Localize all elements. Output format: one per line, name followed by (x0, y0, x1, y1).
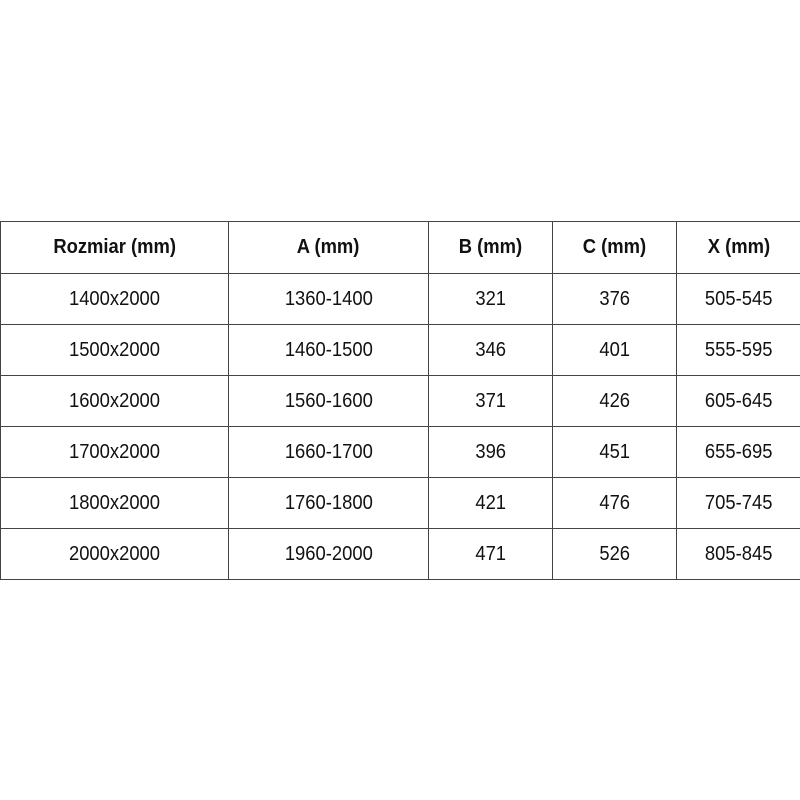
cell-value: 1400x2000 (68, 287, 161, 310)
cell-c: 451 (552, 426, 677, 478)
column-header-label: A (mm) (297, 236, 360, 258)
cell-b: 471 (428, 528, 553, 580)
cell-size: 1600x2000 (0, 375, 229, 427)
table-row: 2000x2000 1960-2000 471 526 805-845 (0, 528, 800, 580)
cell-value: 346 (475, 338, 506, 361)
cell-c: 376 (552, 273, 677, 325)
cell-value: 1760-1800 (284, 491, 373, 514)
cell-x: 805-845 (676, 528, 800, 580)
cell-b: 346 (428, 324, 553, 376)
cell-value: 1960-2000 (284, 542, 373, 565)
cell-value: 321 (475, 287, 506, 310)
cell-a: 1960-2000 (228, 528, 429, 580)
cell-x: 505-545 (676, 273, 800, 325)
column-header-label: C (mm) (582, 236, 647, 258)
cell-a: 1760-1800 (228, 477, 429, 529)
cell-value: 426 (599, 389, 630, 412)
cell-c: 526 (552, 528, 677, 580)
header-row: Rozmiar (mm) A (mm) B (mm) C (mm) X (mm) (0, 221, 800, 274)
cell-b: 421 (428, 477, 553, 529)
cell-a: 1660-1700 (228, 426, 429, 478)
cell-value: 1800x2000 (68, 491, 161, 514)
cell-value: 526 (599, 542, 630, 565)
cell-size: 1400x2000 (0, 273, 229, 325)
cell-size: 1700x2000 (0, 426, 229, 478)
cell-value: 705-745 (704, 491, 773, 514)
cell-value: 805-845 (704, 542, 773, 565)
cell-value: 476 (599, 491, 630, 514)
column-header-label: Rozmiar (mm) (53, 236, 176, 258)
cell-size: 2000x2000 (0, 528, 229, 580)
dimensions-table: Rozmiar (mm) A (mm) B (mm) C (mm) X (mm) 140… (0, 221, 800, 580)
table-row: 1500x2000 1460-1500 346 401 555-595 (0, 324, 800, 376)
cell-x: 655-695 (676, 426, 800, 478)
cell-value: 1560-1600 (284, 389, 373, 412)
column-header-label: X (mm) (707, 236, 770, 258)
table-row: 1700x2000 1660-1700 396 451 655-695 (0, 426, 800, 478)
cell-size: 1800x2000 (0, 477, 229, 529)
cell-c: 476 (552, 477, 677, 529)
cell-value: 451 (599, 440, 630, 463)
cell-value: 401 (599, 338, 630, 361)
cell-value: 1600x2000 (68, 389, 161, 412)
cell-value: 1660-1700 (284, 440, 373, 463)
column-header-size: Rozmiar (mm) (0, 221, 229, 274)
cell-a: 1360-1400 (228, 273, 429, 325)
table-row: 1600x2000 1560-1600 371 426 605-645 (0, 375, 800, 427)
cell-value: 396 (475, 440, 506, 463)
cell-x: 555-595 (676, 324, 800, 376)
cell-b: 396 (428, 426, 553, 478)
cell-a: 1460-1500 (228, 324, 429, 376)
cell-value: 1460-1500 (284, 338, 373, 361)
column-header-b: B (mm) (428, 221, 553, 274)
column-header-a: A (mm) (228, 221, 429, 274)
cell-x: 705-745 (676, 477, 800, 529)
column-header-label: B (mm) (458, 236, 523, 258)
cell-c: 426 (552, 375, 677, 427)
cell-size: 1500x2000 (0, 324, 229, 376)
cell-x: 605-645 (676, 375, 800, 427)
table-row: 1800x2000 1760-1800 421 476 705-745 (0, 477, 800, 529)
cell-value: 376 (599, 287, 630, 310)
cell-a: 1560-1600 (228, 375, 429, 427)
column-header-c: C (mm) (552, 221, 677, 274)
cell-value: 471 (475, 542, 506, 565)
cell-value: 1500x2000 (68, 338, 161, 361)
cell-value: 605-645 (704, 389, 773, 412)
cell-c: 401 (552, 324, 677, 376)
cell-value: 655-695 (704, 440, 773, 463)
table-row: 1400x2000 1360-1400 321 376 505-545 (0, 273, 800, 325)
cell-value: 421 (475, 491, 506, 514)
cell-value: 555-595 (704, 338, 773, 361)
cell-b: 321 (428, 273, 553, 325)
cell-value: 2000x2000 (68, 542, 161, 565)
cell-b: 371 (428, 375, 553, 427)
column-header-x: X (mm) (676, 221, 800, 274)
cell-value: 371 (475, 389, 506, 412)
cell-value: 1360-1400 (284, 287, 373, 310)
cell-value: 1700x2000 (68, 440, 161, 463)
cell-value: 505-545 (704, 287, 773, 310)
